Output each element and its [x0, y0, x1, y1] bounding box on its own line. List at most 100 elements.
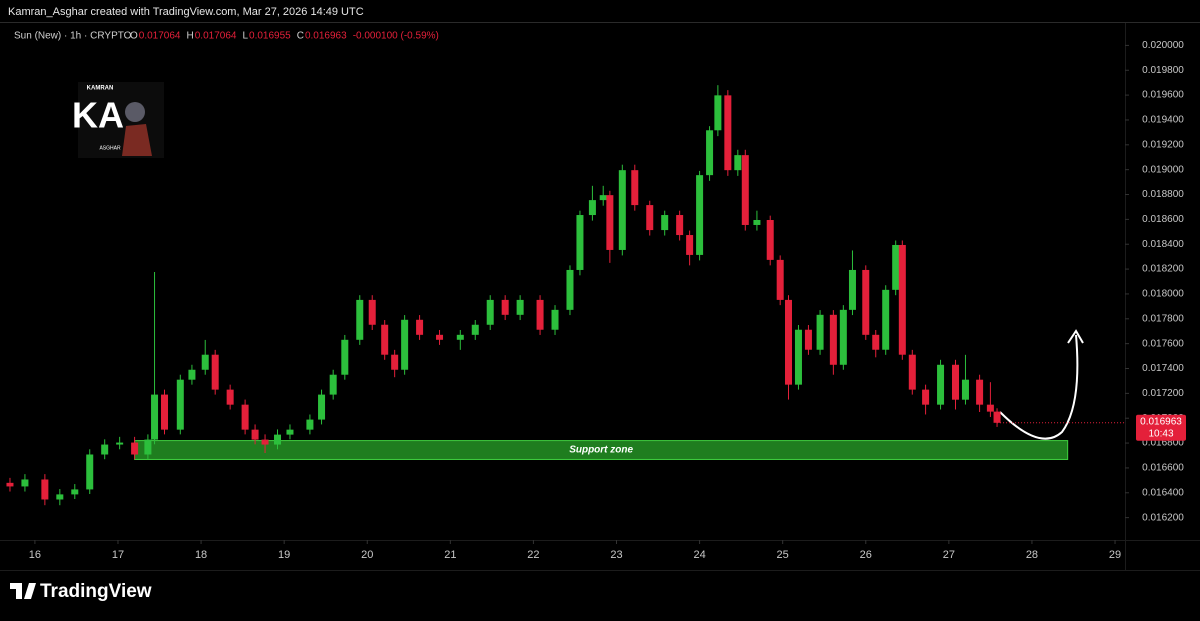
- x-tick-label: 29: [1109, 549, 1121, 561]
- logo-top: KAMRAN: [87, 86, 114, 92]
- logo-mark: KA: [72, 95, 124, 136]
- y-tick-label: 0.017400: [1142, 363, 1184, 374]
- candle-body: [986, 404, 994, 412]
- candle-body: [274, 434, 282, 445]
- y-tick-label: 0.017200: [1142, 388, 1184, 399]
- candle-countdown: 10:43: [1148, 428, 1173, 439]
- y-tick-label: 0.018400: [1142, 239, 1184, 250]
- candle-body: [922, 389, 930, 405]
- candle-body: [201, 354, 209, 370]
- x-tick-label: 27: [943, 549, 955, 561]
- candle-body: [839, 309, 847, 365]
- candle-body: [724, 95, 732, 171]
- candle-body: [714, 95, 722, 131]
- y-tick-label: 0.019200: [1142, 139, 1184, 150]
- candle-body: [501, 299, 509, 315]
- x-tick-label: 19: [278, 549, 290, 561]
- x-tick-label: 25: [777, 549, 789, 561]
- candle-body: [734, 155, 742, 171]
- candle-body: [892, 244, 900, 290]
- candle-body: [804, 329, 812, 350]
- y-tick-label: 0.017600: [1142, 338, 1184, 349]
- candle-body: [576, 215, 584, 270]
- candle-body: [618, 170, 626, 250]
- header-text: Kamran_Asghar created with TradingView.c…: [8, 6, 364, 18]
- ohlc-legend: Sun (New) · 1h · CRYPTO O 0.017064 H 0.0170…: [14, 31, 439, 42]
- candle-body: [261, 439, 269, 445]
- candle-body: [829, 314, 837, 365]
- x-tick-label: 18: [195, 549, 207, 561]
- x-tick-label: 21: [444, 549, 456, 561]
- y-tick-label: 0.018200: [1142, 264, 1184, 275]
- legend-value: 0.017064: [139, 31, 181, 42]
- legend-value: 0.017064: [195, 31, 237, 42]
- y-tick-label: 0.016600: [1142, 463, 1184, 474]
- candle-body: [696, 175, 704, 255]
- candle-body: [588, 200, 596, 216]
- y-tick-label: 0.019400: [1142, 115, 1184, 126]
- candle-body: [6, 482, 14, 487]
- candle-body: [952, 364, 960, 400]
- x-tick-label: 24: [693, 549, 705, 561]
- candle-body: [646, 205, 654, 231]
- candle-body: [631, 170, 639, 206]
- x-tick-label: 28: [1026, 549, 1038, 561]
- y-tick-label: 0.018800: [1142, 189, 1184, 200]
- candle-body: [226, 389, 234, 405]
- candle-body: [131, 442, 139, 455]
- logo-avatar: [125, 102, 145, 122]
- candle-body: [116, 442, 124, 445]
- candle-body: [566, 269, 574, 310]
- footer-brand: TradingView: [40, 581, 152, 602]
- x-tick-label: 16: [29, 549, 41, 561]
- logo: KAMRAN KA ASGHAR: [72, 82, 164, 158]
- candle-body: [961, 379, 969, 400]
- y-tick-label: 0.016400: [1142, 487, 1184, 498]
- candle-body: [872, 334, 880, 350]
- candle-body: [241, 404, 249, 430]
- y-tick-label: 0.019600: [1142, 90, 1184, 101]
- x-tick-label: 22: [527, 549, 539, 561]
- candle-body: [686, 235, 694, 255]
- candle-body: [599, 195, 607, 201]
- y-tick-label: 0.016800: [1142, 438, 1184, 449]
- candle-body: [606, 195, 614, 250]
- candle-body: [551, 309, 559, 330]
- candle-body: [341, 339, 349, 375]
- candle-body: [898, 244, 906, 355]
- header-bar: [0, 0, 1200, 22]
- y-tick-label: 0.018600: [1142, 214, 1184, 225]
- candle-body: [882, 289, 890, 350]
- support-zone-label: Support zone: [569, 445, 633, 456]
- candle-body: [21, 479, 29, 487]
- candle-body: [161, 394, 169, 430]
- candle-body: [86, 454, 94, 490]
- legend-value: 0.016963: [305, 31, 347, 42]
- candle-body: [176, 379, 184, 430]
- candle-body: [794, 329, 802, 385]
- candle-body: [741, 155, 749, 225]
- candle-body: [908, 354, 916, 390]
- candle-body: [286, 429, 294, 435]
- candle-body: [144, 439, 152, 455]
- candle-body: [401, 319, 409, 370]
- candle-body: [486, 299, 494, 325]
- legend-value: 0.016955: [249, 31, 291, 42]
- legend-change: -0.000100 (-0.59%): [353, 31, 439, 42]
- candle-body: [862, 269, 870, 335]
- candle-body: [753, 220, 761, 225]
- y-tick-label: 0.018000: [1142, 289, 1184, 300]
- candle-body: [536, 299, 544, 330]
- candle-body: [368, 299, 376, 325]
- legend-key: H: [187, 31, 194, 42]
- candle-body: [776, 259, 784, 300]
- projection-arrow: [999, 334, 1079, 440]
- candle-body: [416, 319, 424, 335]
- candle-body: [71, 489, 79, 495]
- legend-key: C: [297, 31, 304, 42]
- candle-body: [471, 324, 479, 335]
- projection-arrowhead: [1067, 329, 1084, 344]
- x-tick-label: 17: [112, 549, 124, 561]
- candle-body: [151, 394, 159, 440]
- last-price-box: [1136, 414, 1186, 441]
